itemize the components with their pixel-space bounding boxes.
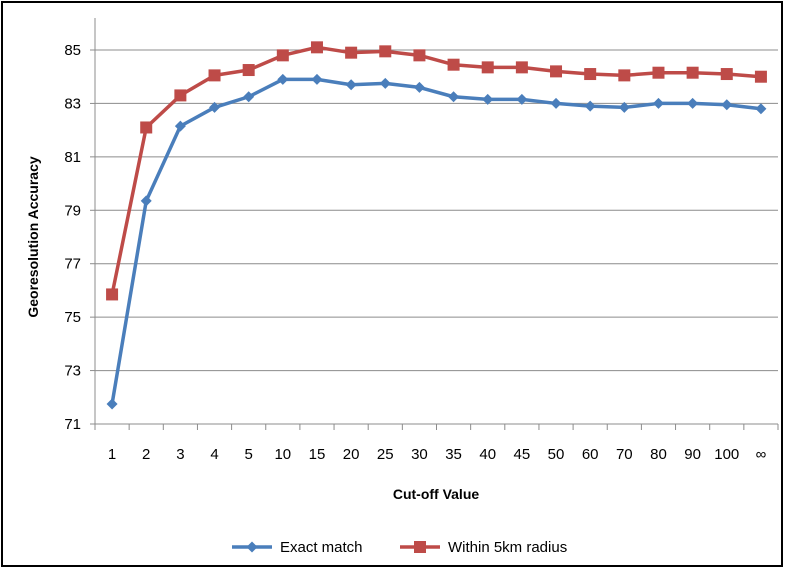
data-point xyxy=(106,398,118,410)
data-point xyxy=(311,73,323,85)
y-tick-label: 77 xyxy=(64,256,81,273)
x-tick-label: 100 xyxy=(714,446,739,463)
legend-marker xyxy=(246,541,258,553)
data-point xyxy=(345,79,357,91)
y-tick-label: 85 xyxy=(64,42,81,59)
data-point xyxy=(242,64,255,77)
x-tick-label: 4 xyxy=(210,446,218,463)
x-tick-label: 90 xyxy=(684,446,701,463)
x-tick-label: 45 xyxy=(514,446,531,463)
series-line xyxy=(110,77,762,405)
data-point xyxy=(243,91,255,103)
x-tick-label: 15 xyxy=(309,446,326,463)
y-tick-label: 83 xyxy=(64,95,81,112)
data-point xyxy=(686,66,699,79)
x-tick-label: 2 xyxy=(142,446,150,463)
x-tick-label: 40 xyxy=(479,446,496,463)
legend: Exact match Within 5km radius xyxy=(232,539,567,556)
x-tick-label: 25 xyxy=(377,446,394,463)
data-point xyxy=(720,68,733,81)
data-point xyxy=(174,120,186,132)
data-point xyxy=(481,61,494,74)
data-point xyxy=(550,97,562,109)
data-point xyxy=(618,69,631,82)
y-tick-label: 73 xyxy=(64,363,81,380)
data-point xyxy=(755,103,767,115)
data-point xyxy=(413,81,425,93)
series-1 xyxy=(106,41,767,301)
x-tick-label: 30 xyxy=(411,446,428,463)
y-tick-label: 79 xyxy=(64,202,81,219)
data-point xyxy=(140,121,153,134)
series-0 xyxy=(106,73,767,410)
legend-item: Within 5km radius xyxy=(400,539,567,556)
y-tick-label: 75 xyxy=(64,309,81,326)
data-point xyxy=(106,288,119,301)
data-point xyxy=(721,99,733,111)
data-point xyxy=(174,89,187,102)
data-point xyxy=(208,69,221,82)
data-point xyxy=(482,93,494,105)
data-point xyxy=(515,61,528,74)
legend-item: Exact match xyxy=(232,539,363,556)
data-point xyxy=(652,66,665,79)
data-point xyxy=(209,101,221,113)
data-point xyxy=(379,77,391,89)
data-point xyxy=(618,101,630,113)
data-point xyxy=(754,70,767,83)
data-point xyxy=(276,49,289,62)
x-tick-label: 70 xyxy=(616,446,633,463)
data-point xyxy=(413,49,426,62)
data-point xyxy=(550,65,563,78)
data-point xyxy=(687,97,699,109)
data-point xyxy=(516,93,528,105)
legend-marker xyxy=(414,541,426,553)
x-tick-label: 50 xyxy=(548,446,565,463)
data-point xyxy=(277,73,289,85)
data-point xyxy=(584,100,596,112)
y-axis-title: Georesolution Accuracy xyxy=(25,156,41,318)
x-tick-label: 80 xyxy=(650,446,667,463)
x-tick-label: 20 xyxy=(343,446,360,463)
x-tick-label: 60 xyxy=(582,446,599,463)
data-point xyxy=(140,195,152,207)
series-line xyxy=(110,45,762,295)
data-point xyxy=(447,58,460,71)
data-point xyxy=(652,97,664,109)
data-point xyxy=(345,46,358,59)
x-tick-label: 10 xyxy=(274,446,291,463)
y-tick-label: 71 xyxy=(64,416,81,433)
y-tick-label: 81 xyxy=(64,149,81,166)
legend-label: Exact match xyxy=(280,539,363,556)
x-tick-label: 3 xyxy=(176,446,184,463)
legend-label: Within 5km radius xyxy=(448,539,567,556)
data-point xyxy=(448,91,460,103)
x-tick-label: 1 xyxy=(108,446,116,463)
x-tick-label: ∞ xyxy=(756,446,767,463)
x-tick-label: 35 xyxy=(445,446,462,463)
x-tick-label: 5 xyxy=(245,446,253,463)
data-point xyxy=(584,68,597,81)
x-axis-title: Cut-off Value xyxy=(393,486,480,502)
data-point xyxy=(310,41,323,54)
data-point xyxy=(379,45,392,58)
